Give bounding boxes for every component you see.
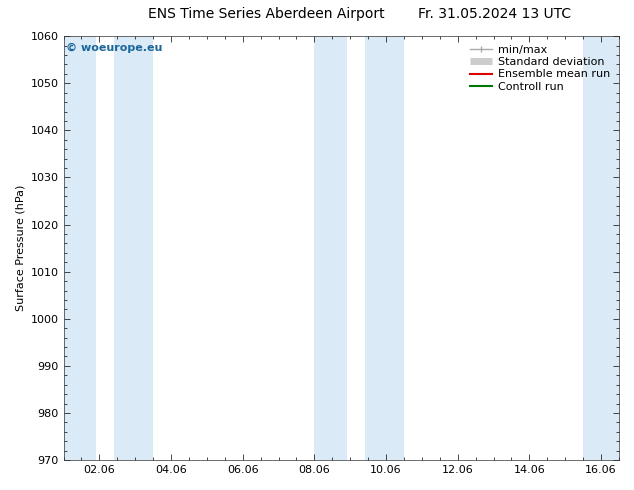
Bar bbox=[583, 36, 619, 460]
Legend: min/max, Standard deviation, Ensemble mean run, Controll run: min/max, Standard deviation, Ensemble me… bbox=[467, 42, 614, 95]
Text: © woeurope.eu: © woeurope.eu bbox=[67, 43, 163, 52]
Text: ENS Time Series Aberdeen Airport: ENS Time Series Aberdeen Airport bbox=[148, 7, 385, 22]
Y-axis label: Surface Pressure (hPa): Surface Pressure (hPa) bbox=[15, 185, 25, 311]
Text: Fr. 31.05.2024 13 UTC: Fr. 31.05.2024 13 UTC bbox=[418, 7, 571, 22]
Bar bbox=[113, 36, 153, 460]
Bar bbox=[314, 36, 347, 460]
Bar bbox=[365, 36, 404, 460]
Bar bbox=[63, 36, 96, 460]
